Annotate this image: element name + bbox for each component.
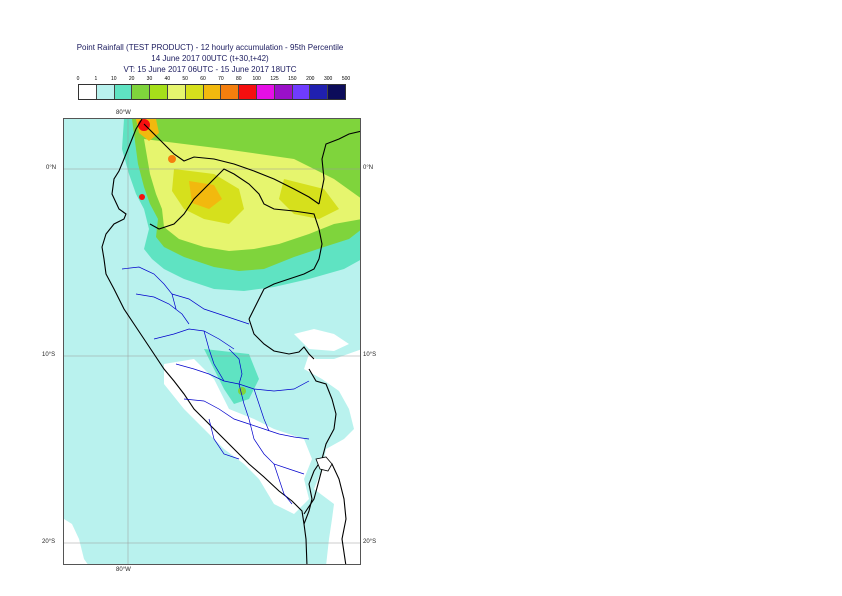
validity-time-label: VT: 15 June 2017 06UTC - 15 June 2017 18… [123, 65, 297, 74]
region-boundary [171, 293, 250, 325]
colorbar-legend [78, 84, 346, 100]
admin-boundaries [121, 266, 310, 505]
colorbar-tick-label: 100 [252, 76, 261, 82]
rainfall-60-70mm-area [189, 181, 222, 209]
rainfall-60-70mm-spot [168, 155, 176, 163]
lat-label-10-left: 10°S [42, 352, 56, 358]
colorbar-tick-label: 10 [110, 76, 117, 82]
chart-title: Point Rainfall (TEST PRODUCT) - 12 hourl… [76, 43, 344, 52]
colorbar-swatch [328, 85, 345, 99]
colorbar-swatch [96, 85, 115, 99]
colorbar-swatch [150, 85, 168, 99]
region-boundary [263, 428, 310, 440]
colorbar-tick-label: 50 [182, 76, 188, 82]
lat-label-20-left: 20°S [42, 539, 56, 545]
region-boundary [183, 398, 265, 430]
lat-label-0-right: 0°N [363, 165, 374, 171]
no-rain-area [64, 519, 88, 564]
rainfall-80-100mm-spot [138, 119, 150, 131]
region-boundary [273, 463, 293, 505]
region-boundary [203, 330, 225, 382]
lon-label-bottom: 80°W [116, 567, 131, 573]
colorbar-swatch [239, 85, 257, 99]
region-boundary [208, 418, 240, 460]
region-boundary [253, 388, 270, 432]
colombia-border [143, 123, 320, 205]
colorbar-swatch [167, 85, 186, 99]
region-boundary [135, 293, 190, 325]
region-boundary [121, 266, 177, 310]
rainfall-40-50mm-area [144, 139, 360, 251]
forecast-run-label: 14 June 2017 00UTC (t+30,t+42) [151, 54, 269, 63]
bolivia-border [303, 463, 347, 564]
colorbar-swatch [185, 85, 204, 99]
region-boundary [228, 348, 243, 385]
colorbar-tick-label: 1 [94, 76, 98, 82]
ecuador-peru-border [149, 168, 323, 320]
colorbar-swatch [203, 85, 222, 99]
rainfall-20-30mm-spot [238, 387, 246, 395]
colorbar-tick-label: 20 [128, 76, 135, 82]
coastline [101, 119, 308, 564]
region-boundary [153, 328, 235, 350]
colorbar-swatch [132, 85, 151, 99]
colorbar-swatch [310, 85, 329, 99]
country-borders [101, 119, 360, 564]
colorbar-tick-label: 150 [288, 76, 297, 82]
colorbar-tick-label: 80 [236, 76, 242, 82]
colorbar-swatch [79, 85, 97, 99]
colorbar-swatch [221, 85, 240, 99]
region-boundary [238, 383, 305, 475]
no-rain-area [164, 359, 312, 514]
colorbar-swatch [274, 85, 293, 99]
lake-titicaca [315, 456, 333, 472]
brazil-border [318, 130, 360, 205]
lat-label-20-right: 20°S [363, 539, 377, 545]
colorbar-tick-label: 500 [341, 76, 351, 82]
colorbar-swatch [256, 85, 275, 99]
colorbar-tick-label: 0 [76, 76, 80, 82]
colorbar-tick-label: 200 [306, 76, 315, 82]
colorbar-tick-label: 40 [164, 76, 171, 82]
graticule [64, 119, 360, 564]
lat-label-0-left: 0°N [46, 165, 57, 171]
lon-label-top: 80°W [116, 110, 131, 116]
map-frame: 80°W [63, 118, 361, 565]
colorbar-swatch [292, 85, 311, 99]
colorbar-tick-label: 30 [146, 76, 153, 82]
colorbar-tick-label: 125 [270, 76, 279, 82]
no-rain-area [294, 329, 349, 351]
colorbar-swatch [114, 85, 133, 99]
colorbar-tick-label: 70 [218, 76, 224, 82]
rainfall-80-100mm-spot [139, 194, 145, 200]
no-rain-area [304, 349, 360, 564]
peru-bolivia-border [303, 368, 337, 525]
lat-label-10-right: 10°S [363, 352, 377, 358]
colorbar-tick-label: 300 [323, 76, 333, 82]
peru-brazil-border [248, 318, 315, 360]
rainfall-map [64, 119, 360, 564]
rainfall-shading [64, 119, 360, 564]
colorbar-tick-label: 60 [200, 76, 206, 82]
